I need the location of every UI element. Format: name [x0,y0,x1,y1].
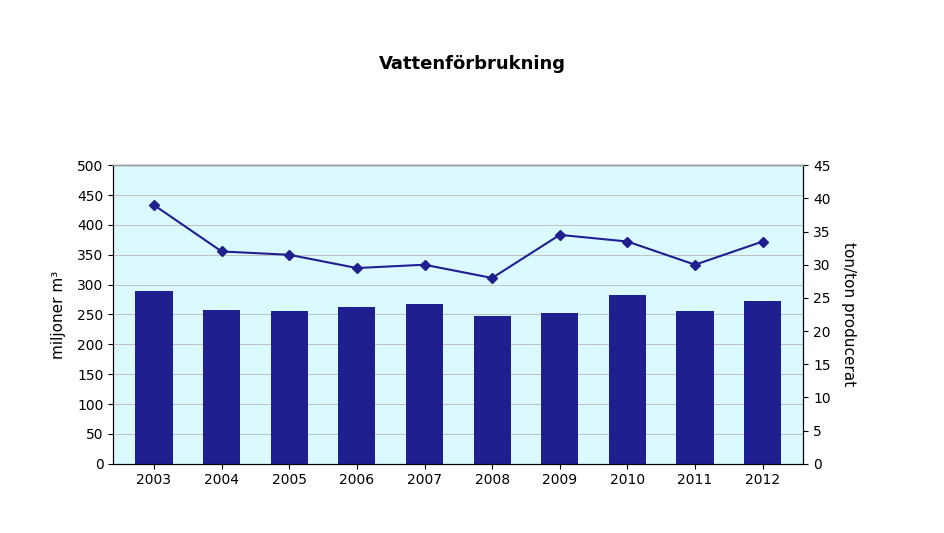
Bar [406,304,443,464]
Bar [743,301,781,464]
Bar [473,316,510,464]
Bar [338,308,375,464]
Bar [135,290,173,464]
Bar [608,295,646,464]
Bar [676,311,713,464]
Y-axis label: ton/ton producerat: ton/ton producerat [840,243,854,386]
Bar [203,310,240,464]
Text: Vattenförbrukning: Vattenförbrukning [379,55,565,73]
Y-axis label: miljoner m³: miljoner m³ [51,270,66,359]
Bar [270,311,308,464]
Bar [541,313,578,464]
